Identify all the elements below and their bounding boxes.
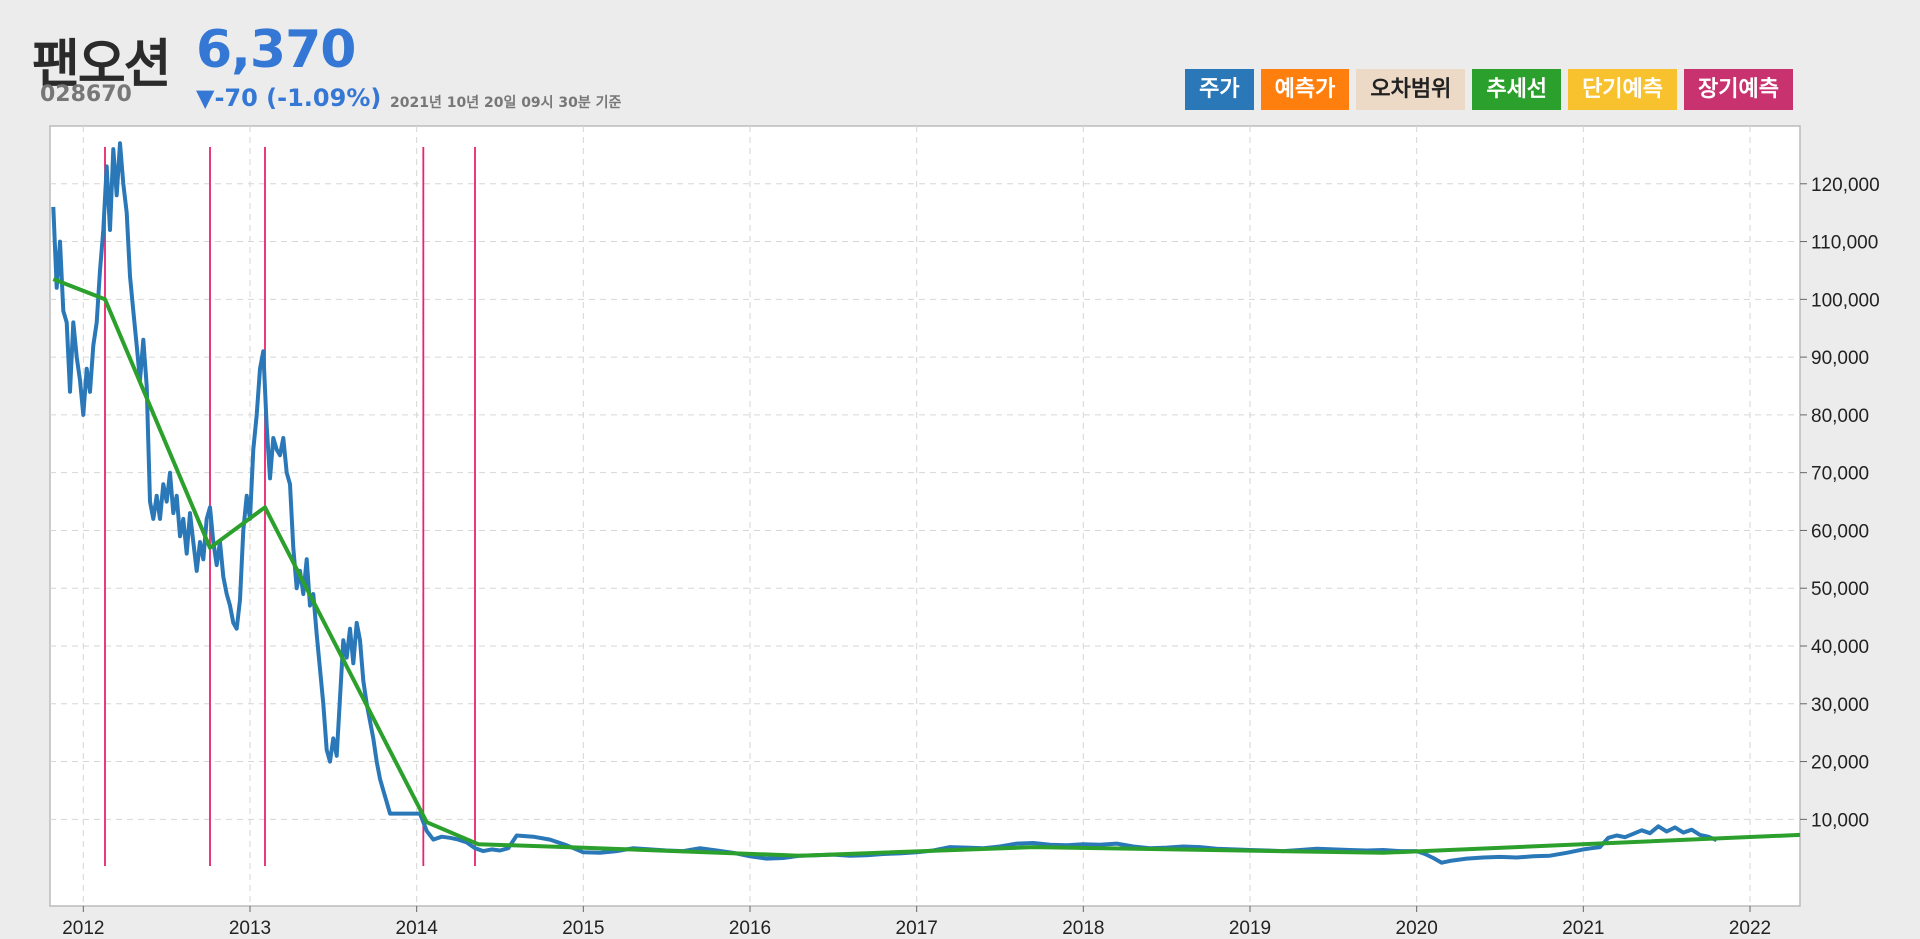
legend: 주가 예측가 오차범위 추세선 단기예측 장기예측 [1185,69,1793,110]
y-tick-label: 40,000 [1811,637,1869,658]
x-tick-label: 2018 [1062,918,1104,939]
plot-area [49,125,1801,907]
y-tick-label: 120,000 [1811,175,1880,196]
timestamp: 2021년 10년 20일 09시 30분 기준 [390,95,622,111]
legend-button-forecast[interactable]: 예측가 [1260,69,1350,110]
x-tick-label: 2016 [729,918,771,939]
legend-button-long-term[interactable]: 장기예측 [1684,69,1793,110]
trendline-series-line [52,277,1801,858]
x-axis: 2012 2013 2014 2015 2016 2017 2018 2019 2020 2021… [62,906,1771,939]
stock-name: 팬오션 [32,35,172,95]
stock-code: 028670 [40,82,132,107]
event-markers [104,147,476,866]
y-axis: 10,000 20,000 30,000 40,000 50,000 60,000 70,0… [1800,175,1880,831]
x-tick-label: 2019 [1229,918,1271,939]
x-tick-label: 2021 [1562,918,1604,939]
y-tick-label: 20,000 [1811,753,1869,774]
legend-button-trendline[interactable]: 추세선 [1472,69,1562,110]
y-tick-label: 10,000 [1811,810,1869,831]
y-tick-label: 50,000 [1811,579,1869,600]
x-tick-label: 2017 [896,918,938,939]
y-tick-label: 30,000 [1811,695,1869,716]
y-tick-label: 90,000 [1811,348,1869,369]
series [51,141,1801,865]
grid [50,126,1800,906]
price-change: ▼-70 (-1.09%) [196,84,382,112]
x-tick-label: 2020 [1396,918,1438,939]
x-tick-label: 2012 [62,918,104,939]
legend-button-short-term[interactable]: 단기예측 [1568,69,1678,110]
x-tick-label: 2022 [1729,918,1771,939]
x-tick-label: 2013 [229,918,271,939]
y-tick-label: 70,000 [1811,464,1869,485]
legend-button-price[interactable]: 주가 [1185,69,1254,110]
y-tick-label: 80,000 [1811,406,1869,427]
y-tick-label: 100,000 [1811,290,1880,311]
legend-button-error-range[interactable]: 오차범위 [1356,69,1466,110]
price-series-line [51,141,1718,865]
x-tick-label: 2014 [396,918,439,939]
y-tick-label: 110,000 [1811,233,1878,254]
y-tick-label: 60,000 [1811,521,1869,542]
x-tick-label: 2015 [562,918,604,939]
stock-price: 6,370 [196,20,356,80]
